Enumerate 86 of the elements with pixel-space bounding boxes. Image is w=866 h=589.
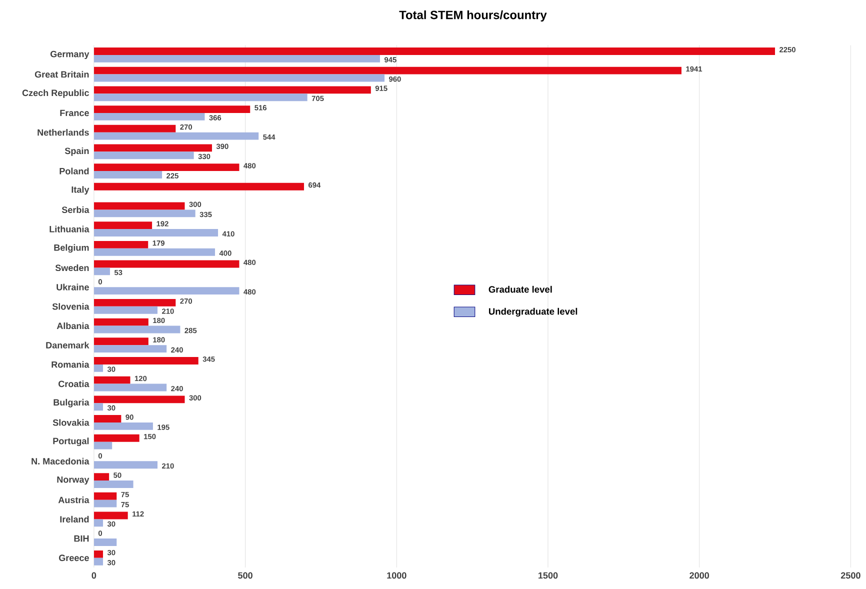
y-tick-label: Czech Republic: [22, 90, 89, 98]
y-tick-label: Croatia: [58, 380, 90, 388]
y-tick-label: Italy: [72, 186, 90, 195]
bar: [94, 124, 176, 132]
bar: [94, 434, 140, 442]
bar: [94, 202, 185, 210]
bar: [94, 306, 158, 314]
bar: [94, 113, 205, 120]
bar: [94, 357, 198, 365]
bar: [94, 473, 110, 481]
bar: [94, 94, 308, 102]
bar: [94, 422, 153, 430]
bar: [94, 364, 104, 372]
y-tick-label: Netherlands: [38, 129, 89, 136]
y-tick-label: Serbia: [62, 206, 90, 214]
bar: [94, 442, 112, 450]
y-tick-label: Romania: [52, 361, 90, 368]
y-tick-label: Belgium: [54, 244, 89, 253]
bar: [94, 48, 776, 56]
bar: [94, 384, 167, 392]
bar: [94, 164, 240, 172]
y-tick-label: Sweden: [55, 264, 89, 272]
y-tick-label: Lithuania: [50, 226, 90, 232]
bar: [94, 512, 128, 520]
y-tick-label: Danemark: [46, 342, 90, 348]
y-tick-label: Albania: [56, 322, 90, 330]
bar: [94, 183, 304, 190]
bar: [94, 66, 682, 74]
x-tick-label: 1000: [387, 572, 406, 579]
bar: [94, 461, 158, 469]
y-tick-label: Austria: [58, 496, 90, 504]
bar: [94, 345, 167, 353]
bar: [94, 144, 212, 152]
bar: [94, 480, 134, 488]
bar: [94, 415, 122, 423]
y-tick-label: Great Britain: [34, 71, 89, 78]
y-tick-label: Ireland: [60, 516, 89, 523]
bar: [94, 241, 148, 248]
bar: [94, 326, 180, 334]
bar: [94, 55, 380, 62]
bar: [94, 376, 130, 384]
bar: [94, 287, 240, 295]
y-tick-label: Slovakia: [52, 419, 90, 426]
y-tick-label: Portugal: [53, 438, 89, 446]
bar: [94, 538, 117, 546]
bar: [94, 318, 148, 326]
y-tick-label: France: [60, 110, 89, 116]
bar: [94, 519, 104, 527]
y-tick-label: Greece: [59, 554, 89, 562]
bar: [94, 106, 250, 114]
bar: [94, 403, 104, 411]
legend-label: Undergraduate level: [488, 308, 578, 317]
y-tick-label: Poland: [60, 168, 89, 174]
bar: [94, 550, 104, 558]
bar: [94, 299, 176, 306]
bar: [94, 338, 148, 346]
x-tick-label: 2000: [690, 572, 710, 579]
bar: [94, 132, 259, 140]
bar: [94, 74, 385, 82]
x-tick-label: 500: [238, 572, 252, 579]
bar: [94, 268, 110, 276]
y-tick-label: Norway: [57, 476, 90, 485]
chart-title: Total STEM hours/country: [399, 10, 547, 22]
bar: [94, 558, 104, 566]
y-tick-label: Ukraine: [56, 284, 89, 290]
y-tick-label: N. Macedonia: [32, 458, 90, 465]
x-tick-label: 2500: [840, 572, 860, 579]
bar: [94, 222, 152, 230]
bar: [94, 229, 218, 237]
bar: [94, 210, 196, 218]
bar: [94, 152, 194, 160]
x-tick-label: 1500: [538, 572, 558, 579]
y-tick-label: BIH: [74, 535, 89, 542]
bar: [94, 260, 240, 268]
bar: [94, 171, 162, 179]
x-tick-label: 0: [92, 572, 96, 579]
y-tick-label: Slovenia: [52, 303, 90, 310]
y-tick-label: Germany: [50, 50, 90, 60]
y-tick-label: Bulgaria: [54, 398, 90, 408]
bar: [94, 86, 371, 94]
bar: [94, 500, 117, 508]
bar: [94, 396, 185, 404]
bar: [94, 248, 216, 256]
bar: [94, 492, 117, 500]
y-tick-label: Spain: [64, 148, 89, 156]
legend-label: Graduate level: [488, 286, 552, 293]
